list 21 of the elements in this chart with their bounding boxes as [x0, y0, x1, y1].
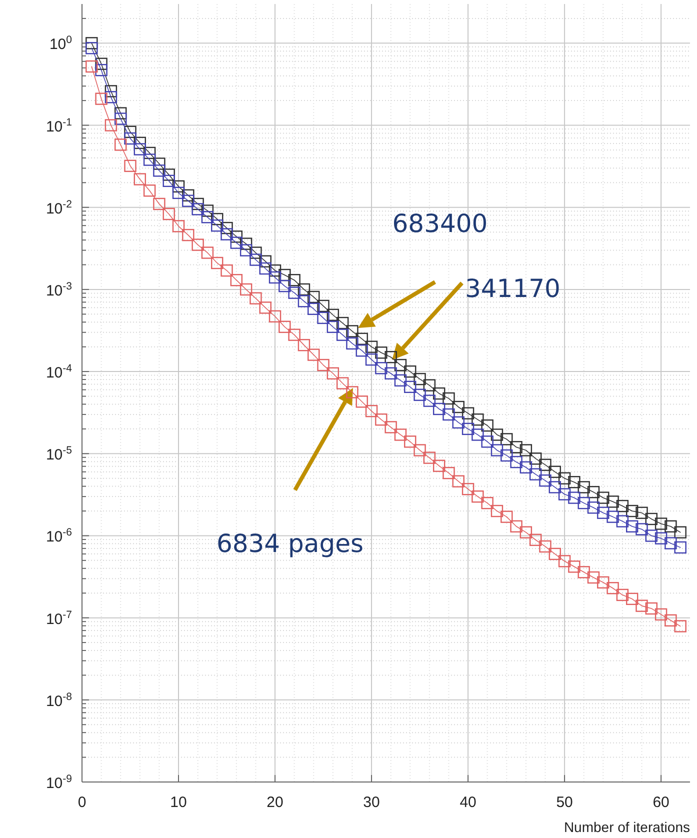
x-tick-label: 30 — [363, 794, 380, 811]
annotation: 683400 — [392, 209, 488, 238]
y-tick-label: 10$^{-3}$ — [46, 280, 72, 300]
y-tick-label: 10$^{-4}$ — [46, 362, 72, 382]
annotation: 341170 — [465, 274, 560, 303]
y-tick-label: 10$^{-5}$ — [46, 444, 72, 464]
x-tick-label: 20 — [266, 794, 284, 811]
y-tick-label: 10$^{-1}$ — [46, 116, 72, 136]
x-axis-title: Number of iterations — [564, 819, 690, 835]
x-tick-label: 40 — [460, 794, 476, 811]
y-tick-label: 10$^{-8}$ — [46, 690, 72, 710]
x-tick-label: 0 — [78, 794, 86, 811]
y-tick-label: 10$^{-6}$ — [46, 526, 72, 546]
y-tick-label: 10$^{-7}$ — [46, 608, 72, 628]
annotation: 6834 pages — [216, 529, 364, 558]
x-tick-label: 60 — [652, 794, 670, 811]
y-tick-label: 10$^{-2}$ — [46, 198, 72, 218]
x-tick-label: 10 — [170, 794, 187, 811]
y-tick-label: 10$^{0}$ — [49, 34, 72, 54]
x-tick-label: 50 — [556, 794, 573, 811]
y-tick-label: 10$^{-9}$ — [46, 773, 72, 792]
